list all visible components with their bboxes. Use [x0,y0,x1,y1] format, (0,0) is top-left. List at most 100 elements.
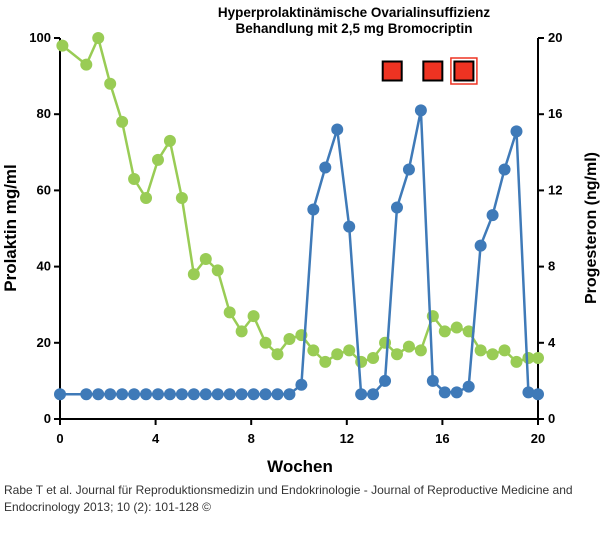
progesteron-data-point [128,388,141,401]
prolaktin-data-point [247,310,260,323]
x-tick-label: 0 [56,431,63,446]
prolaktin-data-point [271,348,284,361]
progesteron-data-point [343,220,356,233]
prolaktin-data-point [402,340,415,353]
prolaktin-data-point [259,336,272,349]
progesteron-data-point [104,388,117,401]
progesteron-data-point [390,201,403,214]
chart-title-line-1: Hyperprolaktinämische Ovarialinsuffizien… [218,5,491,20]
prolaktin-data-point [450,321,463,334]
prolaktin-data-point [128,172,141,185]
right-y-tick-label: 12 [548,182,562,197]
x-tick-label: 8 [248,431,255,446]
prolaktin-data-point [474,344,487,357]
prolaktin-data-point [92,32,105,44]
prolaktin-data-point [163,134,176,147]
chart: Hyperprolaktinämische Ovarialinsuffizien… [1,5,600,476]
right-y-tick-label: 20 [548,30,562,45]
prolaktin-data-point [187,268,200,281]
progesteron-data-point [462,380,475,393]
prolaktin-data-point [331,348,344,361]
x-tick-label: 20 [531,431,545,446]
prolaktin-data-point [379,336,392,349]
prolaktin-data-point [486,348,499,361]
bromocriptin-marker [453,60,475,82]
progesteron-data-point [211,388,224,401]
progesteron-data-point [319,161,332,174]
progesteron-data-point [414,104,427,117]
progesteron-data-point [474,239,487,252]
progesteron-data-point [402,163,415,176]
progesteron-data-point [259,388,272,401]
progesteron-data-point [175,388,188,401]
progesteron-data-point [367,388,380,401]
prolaktin-data-point [235,325,248,338]
progesteron-data-point [486,209,499,222]
right-y-tick-label: 16 [548,106,562,121]
progesteron-data-point [116,388,129,401]
prolaktin-series-line [61,36,538,364]
left-y-tick-label: 100 [29,30,51,45]
progesteron-data-point [235,388,248,401]
progesteron-data-point [532,388,544,401]
prolaktin-data-point [140,192,153,205]
progesteron-data-point [163,388,176,401]
progesteron-data-point [54,388,66,401]
bromocriptin-marker-highlight [450,57,478,85]
prolaktin-data-point [319,355,332,368]
progesteron-data-point [379,374,392,387]
prolaktin-data-point [343,344,356,357]
progesteron-data-point [92,388,105,401]
x-axis-label: Wochen [267,457,333,476]
prolaktin-data-point [498,344,511,357]
prolaktin-data-point [390,348,403,361]
progesteron-data-point [307,203,320,216]
prolaktin-data-point [151,153,164,166]
prolaktin-data-point [438,325,451,338]
right-y-tick-label: 8 [548,259,555,274]
progesteron-data-point [223,388,236,401]
progesteron-data-point [450,386,463,399]
prolaktin-data-point [211,264,224,277]
progesteron-data-point [140,388,153,401]
x-tick-label: 12 [340,431,354,446]
prolaktin-data-point [116,115,129,128]
right-y-tick-label: 4 [548,335,556,350]
left-y-tick-label: 0 [44,411,51,426]
progesteron-data-point [247,388,260,401]
prolaktin-data-point [462,325,475,338]
progesteron-data-point [271,388,284,401]
x-tick-label: 16 [435,431,449,446]
progesteron-data-point [355,388,368,401]
left-y-axis-label: Prolaktin mg/ml [1,164,20,292]
prolaktin-data-point [532,352,544,365]
prolaktin-data-point [56,39,69,52]
progesteron-data-point [151,388,164,401]
chart-title-line-2: Behandlung mit 2,5 mg Bromocriptin [235,21,472,36]
prolaktin-data-point [307,344,320,357]
left-y-tick-label: 20 [37,335,51,350]
progesteron-data-point [283,388,296,401]
prolaktin-data-point [283,332,296,345]
progesteron-series-line [60,109,539,396]
left-y-tick-label: 40 [37,259,51,274]
prolaktin-data-point [367,352,380,365]
prolaktin-data-point [510,355,523,368]
bromocriptin-marker [422,60,444,82]
prolaktin-data-point [199,252,212,265]
progesteron-data-point [510,125,523,138]
progesteron-data-point [80,388,93,401]
bromocriptin-markers [381,57,478,85]
progesteron-data-point [426,374,439,387]
x-tick-label: 4 [152,431,160,446]
progesteron-data-point [199,388,212,401]
prolaktin-data-point [355,355,368,368]
progesteron-data-point [498,163,511,176]
bromocriptin-marker [381,60,403,82]
prolaktin-data-point [223,306,236,319]
right-y-axis-label: Progesteron (ng/ml) [583,152,600,304]
progesteron-data-point [438,386,451,399]
axes [59,38,539,420]
prolaktin-data-point [522,352,535,365]
